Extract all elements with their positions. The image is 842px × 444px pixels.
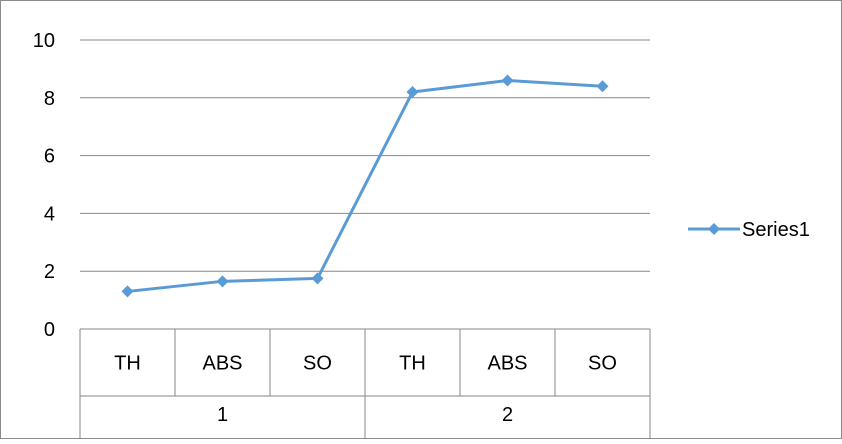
data-point-marker [501,74,514,87]
data-point-marker [406,86,419,99]
x-tick-label: TH [399,353,426,375]
y-tick-label: 2 [44,261,55,283]
legend-marker [708,223,720,235]
x-group-label: 2 [502,404,513,426]
x-axis-tick-labels: TH ABS SO TH ABS SO 1 2 [114,353,617,427]
y-tick-label: 6 [44,146,55,168]
gridlines [80,39,650,272]
x-tick-label: SO [303,353,332,375]
series-line-0 [127,78,603,293]
y-tick-label: 4 [44,203,55,225]
x-tick-label: ABS [202,353,242,375]
series-layer [121,74,609,298]
y-tick-label: 10 [33,30,55,52]
y-tick-label: 8 [44,88,55,110]
data-point-marker [121,285,134,298]
y-tick-label: 0 [44,319,55,341]
x-tick-label: SO [588,353,617,375]
data-point-marker [216,275,229,288]
x-tick-label: ABS [487,353,527,375]
data-point-marker [311,272,324,285]
x-group-label: 1 [217,404,228,426]
y-axis-tick-labels: 0 2 4 6 8 10 [33,30,55,341]
category-axis [79,328,651,439]
legend-label: Series1 [742,219,810,241]
legend: Series1 [688,219,810,241]
x-tick-label: TH [114,353,141,375]
data-point-marker [596,80,609,93]
